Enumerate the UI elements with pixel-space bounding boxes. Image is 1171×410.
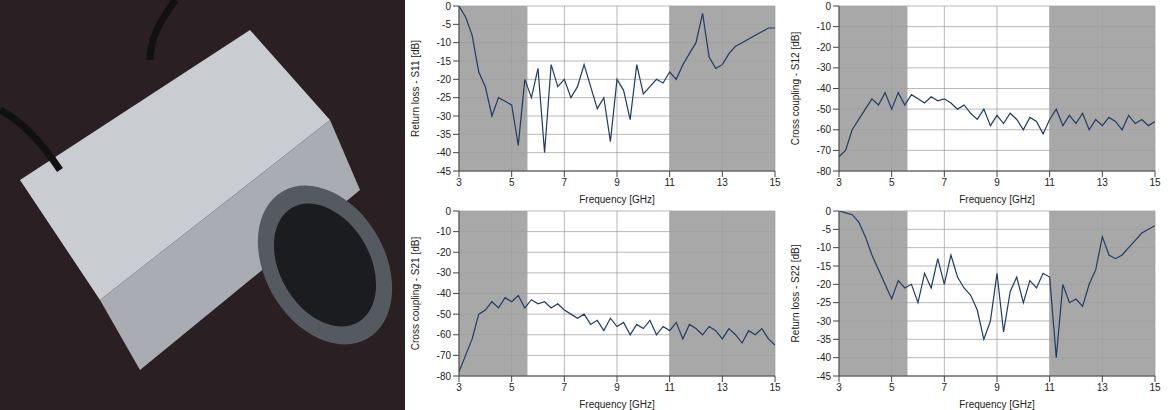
svg-text:-30: -30: [817, 316, 832, 327]
svg-text:0: 0: [445, 206, 451, 217]
svg-text:-20: -20: [437, 74, 452, 85]
svg-text:0: 0: [825, 206, 831, 217]
svg-text:5: 5: [889, 177, 895, 188]
svg-text:3: 3: [836, 177, 842, 188]
svg-text:-15: -15: [437, 56, 452, 67]
svg-text:0: 0: [825, 1, 831, 12]
svg-text:9: 9: [994, 382, 1000, 393]
svg-text:11: 11: [664, 177, 675, 188]
svg-text:15: 15: [769, 382, 781, 393]
svg-text:-45: -45: [817, 371, 832, 382]
svg-text:7: 7: [562, 382, 568, 393]
svg-text:7: 7: [942, 177, 948, 188]
svg-text:Cross coupling - S12 [dB]: Cross coupling - S12 [dB]: [790, 32, 801, 146]
svg-text:-40: -40: [437, 147, 452, 158]
svg-text:3: 3: [836, 382, 842, 393]
svg-text:-60: -60: [817, 124, 832, 135]
svg-text:7: 7: [562, 177, 568, 188]
svg-text:-10: -10: [437, 37, 452, 48]
svg-text:-10: -10: [817, 242, 832, 253]
svg-text:7: 7: [942, 382, 948, 393]
svg-text:-25: -25: [437, 92, 452, 103]
svg-text:-50: -50: [817, 104, 832, 115]
svg-text:13: 13: [1097, 177, 1109, 188]
svg-text:-25: -25: [817, 297, 832, 308]
svg-text:11: 11: [664, 382, 675, 393]
svg-text:0: 0: [445, 1, 451, 12]
svg-text:Return loss - S22 [dB]: Return loss - S22 [dB]: [790, 244, 801, 342]
svg-text:-20: -20: [817, 42, 832, 53]
svg-text:-35: -35: [817, 334, 832, 345]
svg-text:13: 13: [717, 382, 729, 393]
svg-text:-60: -60: [437, 329, 452, 340]
svg-text:13: 13: [717, 177, 729, 188]
svg-text:-70: -70: [437, 350, 452, 361]
svg-text:15: 15: [1149, 382, 1161, 393]
svg-text:-30: -30: [817, 62, 832, 73]
svg-text:11: 11: [1044, 382, 1055, 393]
svg-text:-40: -40: [437, 288, 452, 299]
svg-text:-20: -20: [437, 247, 452, 258]
svg-text:3: 3: [456, 382, 462, 393]
svg-text:Frequency [GHz]: Frequency [GHz]: [959, 399, 1035, 410]
svg-text:-30: -30: [437, 267, 452, 278]
svg-text:Cross coupling - S21 [dB]: Cross coupling - S21 [dB]: [410, 237, 421, 351]
svg-text:-80: -80: [437, 371, 452, 382]
svg-text:Return loss - S11 [dB]: Return loss - S11 [dB]: [410, 40, 421, 137]
svg-text:-45: -45: [437, 166, 452, 177]
svg-text:-40: -40: [817, 83, 832, 94]
svg-text:5: 5: [889, 382, 895, 393]
svg-text:-10: -10: [437, 226, 452, 237]
svg-text:9: 9: [614, 382, 620, 393]
svg-text:3: 3: [456, 177, 462, 188]
svg-text:-80: -80: [817, 166, 832, 177]
svg-text:-5: -5: [822, 224, 831, 235]
svg-text:-20: -20: [817, 279, 832, 290]
svg-text:-15: -15: [817, 261, 832, 272]
svg-text:-50: -50: [437, 309, 452, 320]
svg-text:11: 11: [1044, 177, 1055, 188]
svg-text:-5: -5: [442, 19, 451, 30]
svg-text:Frequency [GHz]: Frequency [GHz]: [579, 399, 655, 410]
svg-text:-40: -40: [817, 352, 832, 363]
svg-text:5: 5: [509, 177, 515, 188]
svg-text:Frequency [GHz]: Frequency [GHz]: [959, 194, 1035, 205]
svg-text:5: 5: [509, 382, 515, 393]
svg-text:15: 15: [1149, 177, 1161, 188]
svg-text:-70: -70: [817, 145, 832, 156]
svg-text:9: 9: [614, 177, 620, 188]
svg-text:9: 9: [994, 177, 1000, 188]
svg-text:-35: -35: [437, 129, 452, 140]
svg-text:Frequency [GHz]: Frequency [GHz]: [579, 194, 655, 205]
svg-text:15: 15: [769, 177, 781, 188]
svg-text:13: 13: [1097, 382, 1109, 393]
svg-text:-10: -10: [817, 21, 832, 32]
svg-text:-30: -30: [437, 111, 452, 122]
